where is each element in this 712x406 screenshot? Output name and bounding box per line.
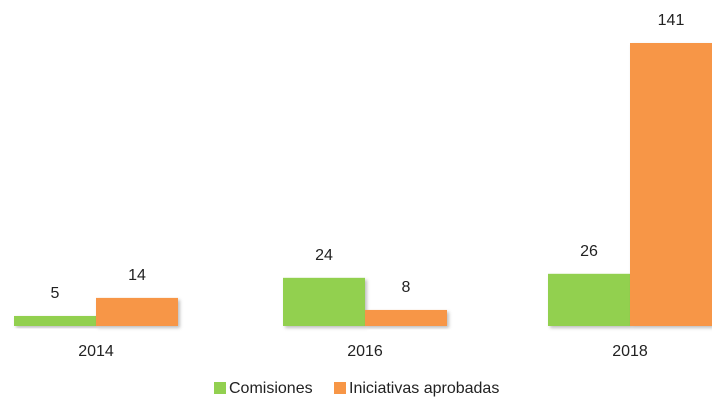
bar [630, 43, 712, 326]
legend-label: Iniciativas aprobadas [349, 380, 499, 397]
data-label: 8 [402, 279, 411, 296]
bar [365, 309, 447, 326]
data-label: 141 [658, 12, 685, 29]
x-tick-label: 2016 [347, 343, 383, 360]
bar [96, 297, 178, 326]
bar [548, 273, 630, 326]
x-tick-label: 2018 [612, 343, 648, 360]
bar [14, 315, 96, 326]
legend-swatch [334, 382, 346, 394]
data-label: 5 [51, 285, 60, 302]
data-label: 26 [580, 243, 598, 260]
bar [283, 277, 365, 326]
x-tick-label: 2014 [78, 343, 114, 360]
data-label: 14 [128, 267, 146, 284]
legend-label: Comisiones [229, 380, 313, 397]
legend-swatch [214, 382, 226, 394]
data-label: 24 [315, 247, 333, 264]
